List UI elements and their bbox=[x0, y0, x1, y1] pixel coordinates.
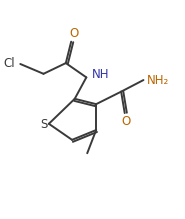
Text: Cl: Cl bbox=[3, 57, 15, 71]
Text: NH: NH bbox=[92, 68, 109, 81]
Text: NH₂: NH₂ bbox=[147, 74, 169, 87]
Text: S: S bbox=[41, 118, 48, 131]
Text: O: O bbox=[69, 27, 78, 40]
Text: O: O bbox=[122, 115, 131, 128]
